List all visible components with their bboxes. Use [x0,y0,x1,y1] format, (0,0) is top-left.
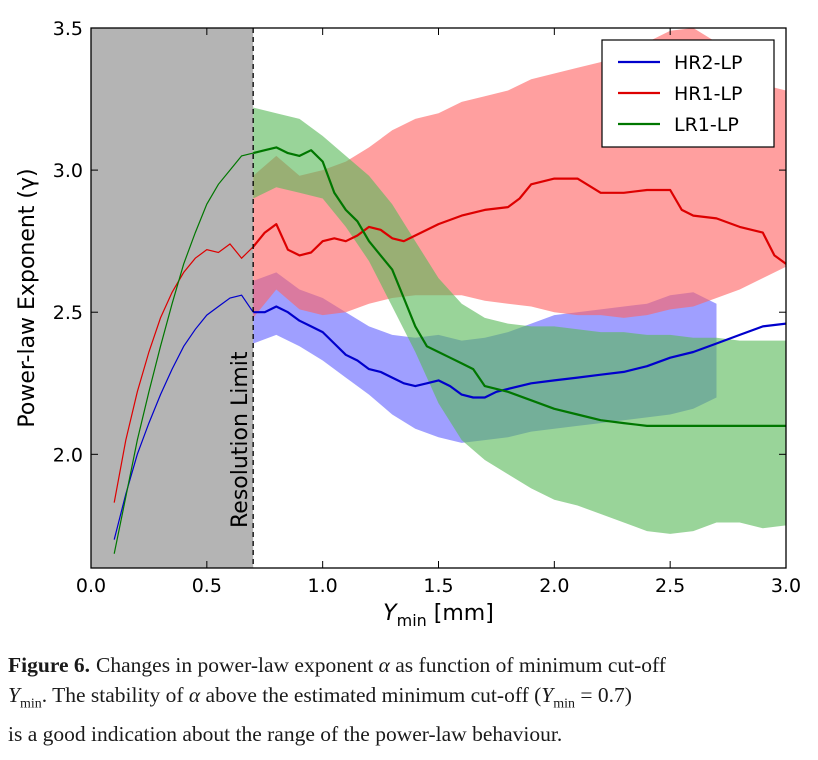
confidence-band-lr1-lp [253,107,786,534]
resolution-limit-label: Resolution Limit [228,351,253,528]
y-tick-label: 3.0 [53,160,83,182]
legend-label-hr2-lp: HR2-LP [674,52,742,74]
x-axis-label: Ymin [mm] [383,601,494,630]
figure-label: Figure 6. [8,653,91,677]
x-tick-label: 1.0 [308,575,338,597]
ymin-symbol: Y [8,683,20,707]
series-line-lr1-lp [252,146,786,427]
x-tick-label: 2.5 [655,575,685,597]
power-law-chart: Resolution Limit 0.0 0.5 1.0 1.5 2.0 2.5 3.0 2.… [15,18,801,630]
caption-text-3: is a good indication about the range of … [8,722,563,747]
caption-text-1a: Changes in power-law exponent [96,653,379,677]
ymin-symbol-2: Y [541,683,554,707]
alpha-symbol-2: α [188,683,201,707]
legend-box [601,39,775,148]
ymin-subscript-2: min [553,696,576,712]
x-tick-label: 0.0 [76,575,106,597]
caption-text-2b: above the estimated minimum cut-off ( [200,683,542,707]
y-axis-label: Power-law Exponent (γ) [15,168,40,427]
series-line-pre-lr1-lp [113,152,254,554]
alpha-symbol: α [378,653,390,677]
figure-caption: Figure 6. Changes in power-law exponent α… [8,650,808,749]
series-line-hr2-lp [253,305,786,399]
x-tick-label: 3.0 [771,575,801,597]
y-tick-label: 3.5 [53,18,83,40]
legend: HR2-LP HR1-LP LR1-LP [601,39,775,148]
legend-label-hr1-lp: HR1-LP [674,83,742,105]
x-tick-label: 0.5 [192,575,222,597]
series-line-hr1-lp [252,177,786,265]
caption-text-2c: = 0.7) [575,683,632,707]
caption-text-2a: . The stability of [41,683,189,707]
caption-text-1b: as function of minimum cut-off [389,653,666,677]
series-line-pre-hr2-lp [113,294,254,540]
x-tick-label: 1.5 [423,575,453,597]
ymin-subscript: min [19,696,42,712]
resolution-limit-region [91,28,254,568]
series-line-pre-hr1-lp [113,243,254,503]
legend-label-lr1-lp: LR1-LP [674,114,739,136]
x-tick-label: 2.0 [539,575,569,597]
y-tick-label: 2.0 [53,444,83,466]
y-tick-label: 2.5 [53,302,83,324]
axes: 0.0 0.5 1.0 1.5 2.0 2.5 3.0 2.0 2.5 3.0 3.5 Ymin [m… [15,18,801,630]
